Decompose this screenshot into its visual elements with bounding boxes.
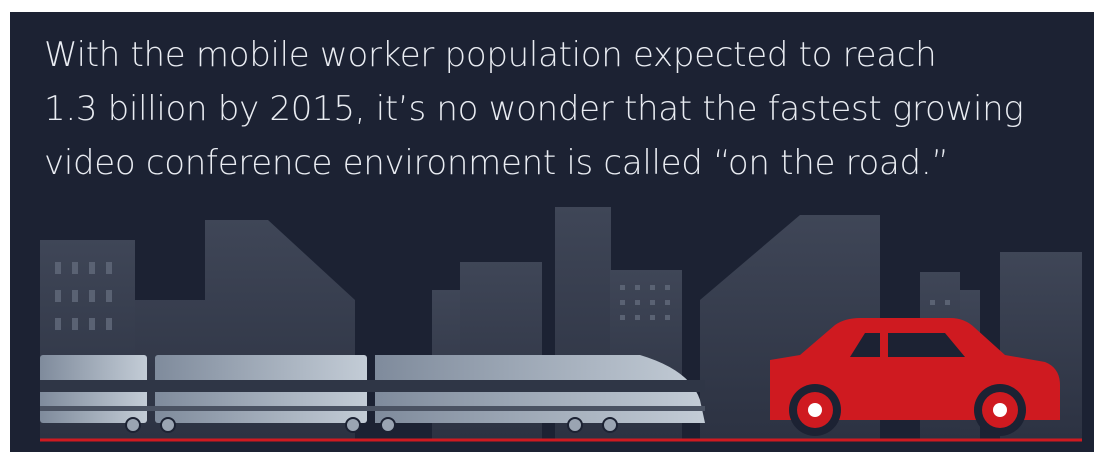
train [40,355,705,433]
headline-line: With the mobile worker population expect… [44,35,936,75]
headline-line: video conference environment is called “… [44,143,949,183]
headline: With the mobile worker population expect… [44,35,1024,183]
headline-line: 1.3 billion by 2015, it’s no wonder that… [44,89,1024,129]
car [770,318,1060,436]
